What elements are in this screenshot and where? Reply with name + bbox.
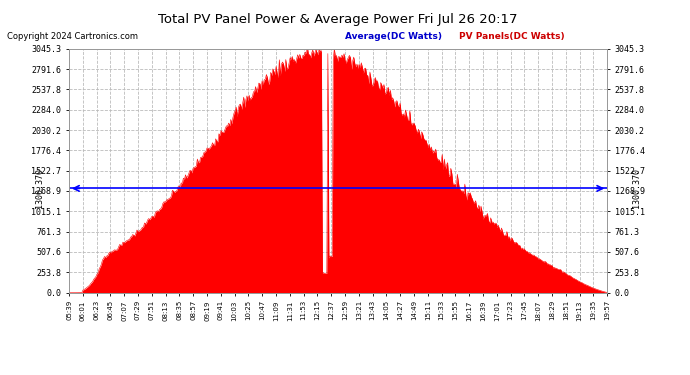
- Text: Copyright 2024 Cartronics.com: Copyright 2024 Cartronics.com: [7, 32, 138, 41]
- Text: 1300.370: 1300.370: [632, 168, 641, 208]
- Text: Total PV Panel Power & Average Power Fri Jul 26 20:17: Total PV Panel Power & Average Power Fri…: [158, 13, 518, 26]
- Text: 1300.370: 1300.370: [35, 168, 44, 208]
- Text: Average(DC Watts): Average(DC Watts): [345, 32, 442, 41]
- Text: PV Panels(DC Watts): PV Panels(DC Watts): [459, 32, 564, 41]
